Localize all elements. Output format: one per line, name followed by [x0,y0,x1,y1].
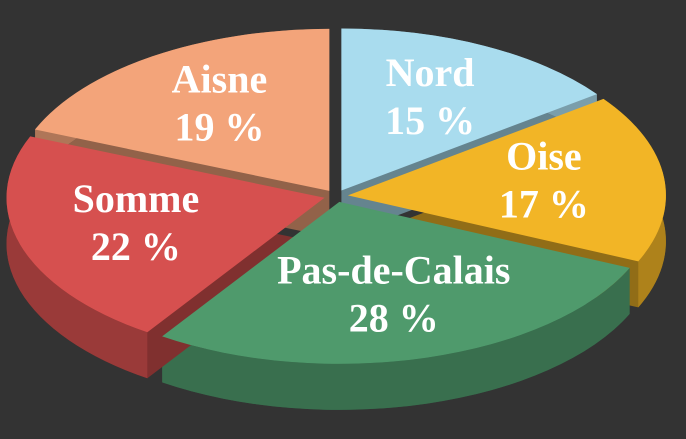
slice [6,136,325,333]
slice-value-label: 22 % [91,224,181,269]
slice-value-label: 28 % [349,296,439,341]
slice [35,28,330,191]
slice-label: Somme [73,176,200,221]
slice-label: Aisne [172,57,268,102]
slice-value-label: 15 % [385,98,475,143]
slice-side [6,136,148,379]
slice [341,28,597,191]
slice-value-label: 17 % [499,182,589,227]
slice [162,201,630,364]
slice-label: Oise [506,134,582,179]
slice-side [162,267,630,410]
slice-label: Nord [386,50,475,95]
slice [347,98,666,262]
slice-label: Pas-de-Calais [277,248,510,293]
slice-value-label: 19 % [174,105,264,150]
